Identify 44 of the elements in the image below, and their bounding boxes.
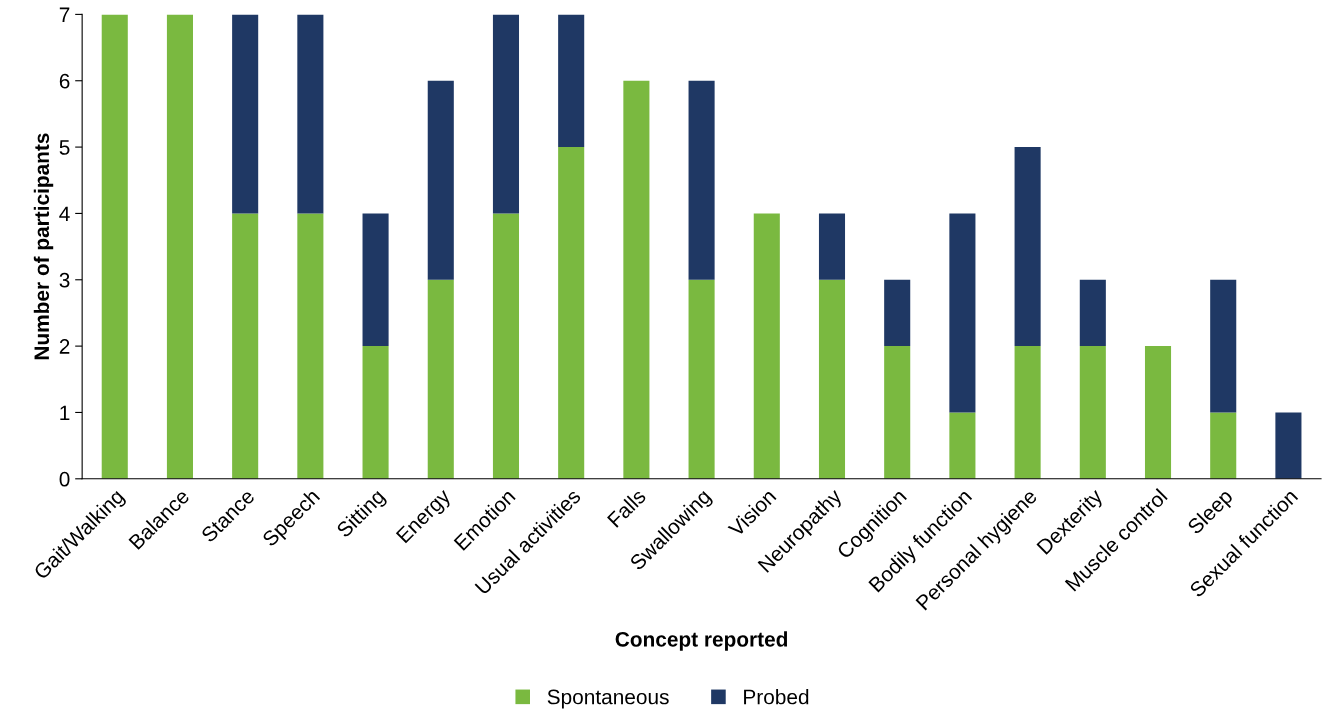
bar xyxy=(1210,412,1237,479)
bar xyxy=(101,14,128,479)
bar xyxy=(884,279,911,347)
y-tick-label: 6 xyxy=(59,73,70,89)
bar xyxy=(362,346,389,479)
y-tick-label: 7 xyxy=(59,7,70,22)
legend-label: Probed xyxy=(744,689,809,705)
bar xyxy=(949,213,976,413)
bar xyxy=(1275,412,1302,479)
bar xyxy=(1079,346,1106,479)
bar xyxy=(558,14,585,148)
y-tick-label: 4 xyxy=(59,206,70,221)
bar xyxy=(818,279,846,479)
bar xyxy=(297,213,324,479)
bar xyxy=(232,14,259,214)
bar xyxy=(688,80,715,280)
bar xyxy=(949,412,976,479)
y-tick-label: 2 xyxy=(59,339,70,354)
bar xyxy=(427,279,454,479)
bar xyxy=(688,279,715,479)
bar xyxy=(427,80,454,280)
y-axis-title: Number of participants xyxy=(33,133,54,360)
bar xyxy=(166,14,193,479)
bar xyxy=(884,346,911,479)
bar xyxy=(1144,346,1172,479)
bar xyxy=(1210,279,1237,413)
bar xyxy=(492,213,520,479)
bar xyxy=(297,14,324,214)
y-tick-label: 0 xyxy=(59,471,70,487)
bar xyxy=(362,213,389,347)
bar xyxy=(232,213,259,479)
bar xyxy=(1079,279,1106,347)
bar xyxy=(1014,346,1041,479)
bar xyxy=(492,14,520,214)
y-tick-label: 5 xyxy=(59,140,70,155)
bar xyxy=(623,80,650,479)
bar xyxy=(753,213,780,479)
y-tick-label: 3 xyxy=(59,272,70,288)
y-tick-label: 1 xyxy=(60,405,70,421)
x-axis-title: Concept reported xyxy=(615,631,788,651)
bar xyxy=(558,147,585,479)
legend-label: Spontaneous xyxy=(547,689,669,709)
bar xyxy=(818,213,846,280)
bar xyxy=(1014,147,1041,347)
